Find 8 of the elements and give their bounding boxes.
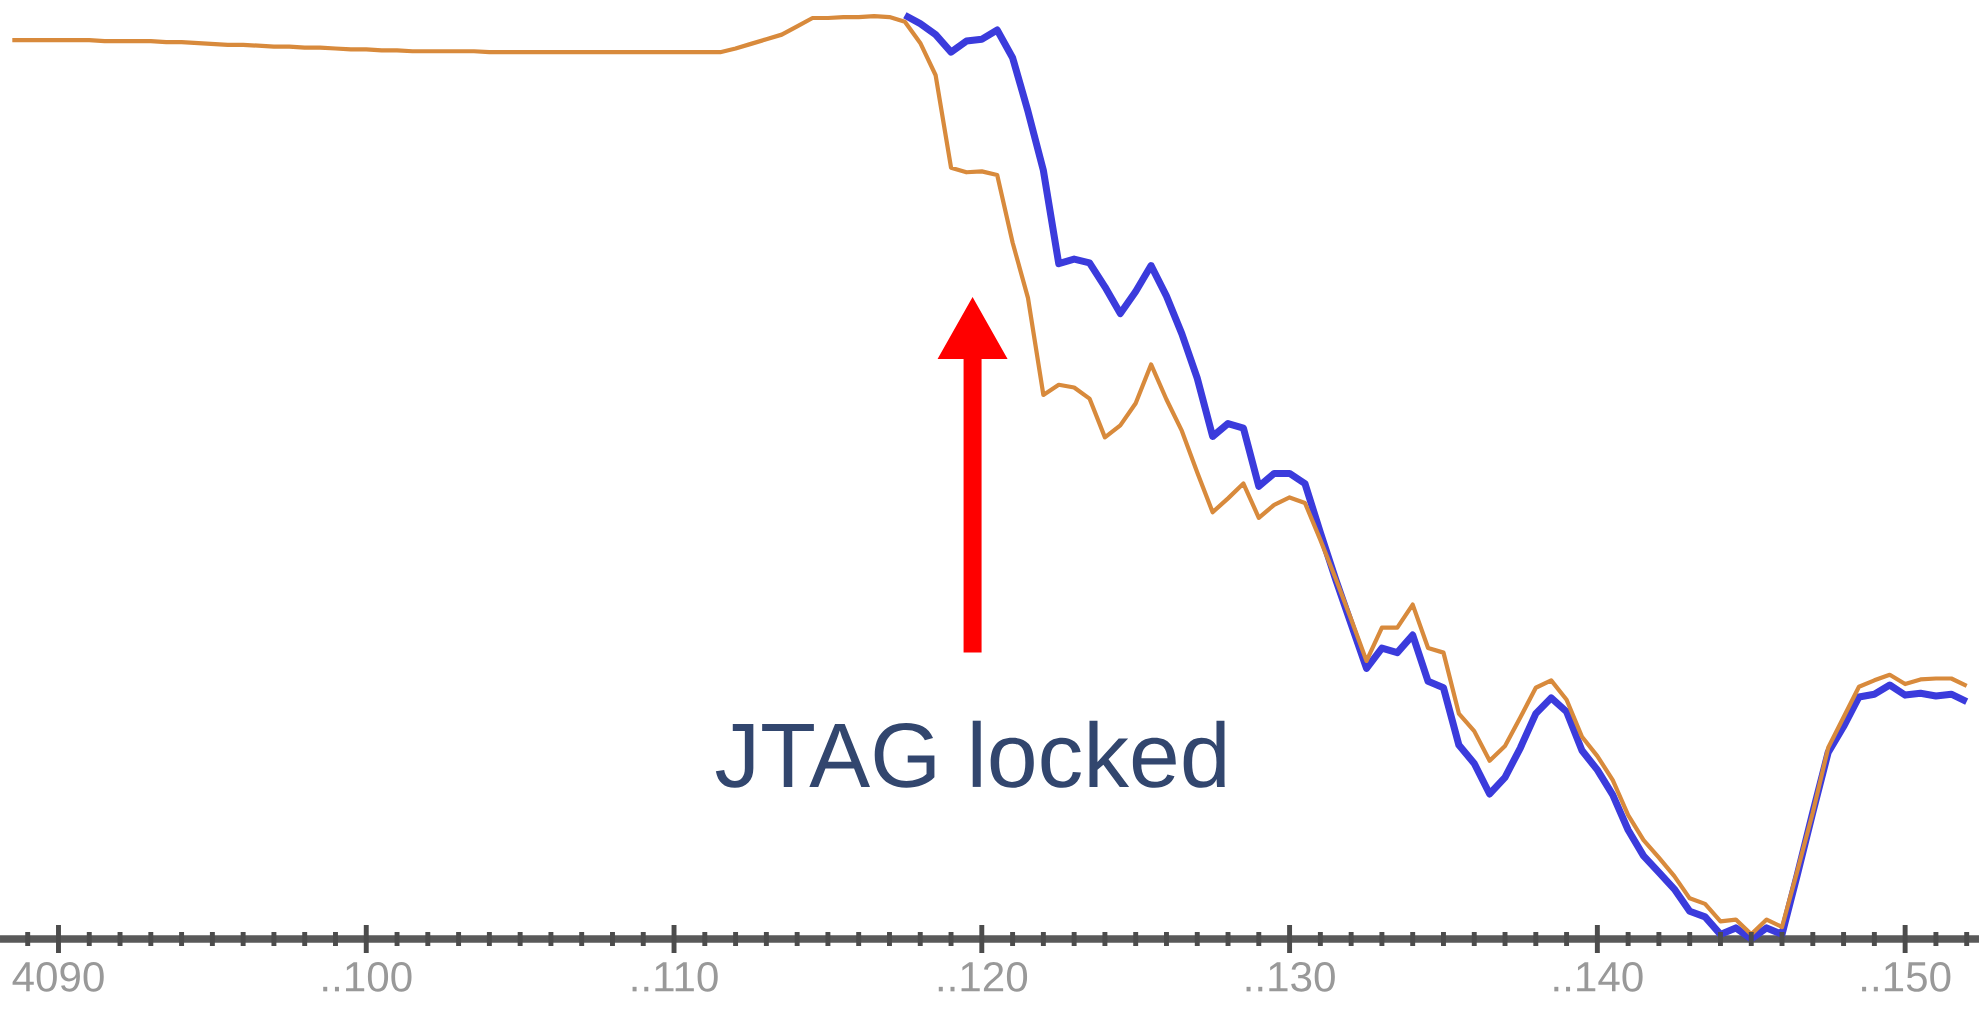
annotation: JTAG locked	[715, 720, 1225, 788]
x-tick-label: 4090	[12, 961, 104, 992]
x-tick-label: ..100	[323, 961, 412, 992]
x-tick-label: ..130	[1246, 961, 1335, 992]
x-tick-label: ..110	[632, 961, 718, 992]
x-tick-label: ..150	[1862, 961, 1951, 992]
x-tick-label: ..140	[1554, 961, 1643, 992]
x-tick-label: ..120	[938, 961, 1028, 992]
